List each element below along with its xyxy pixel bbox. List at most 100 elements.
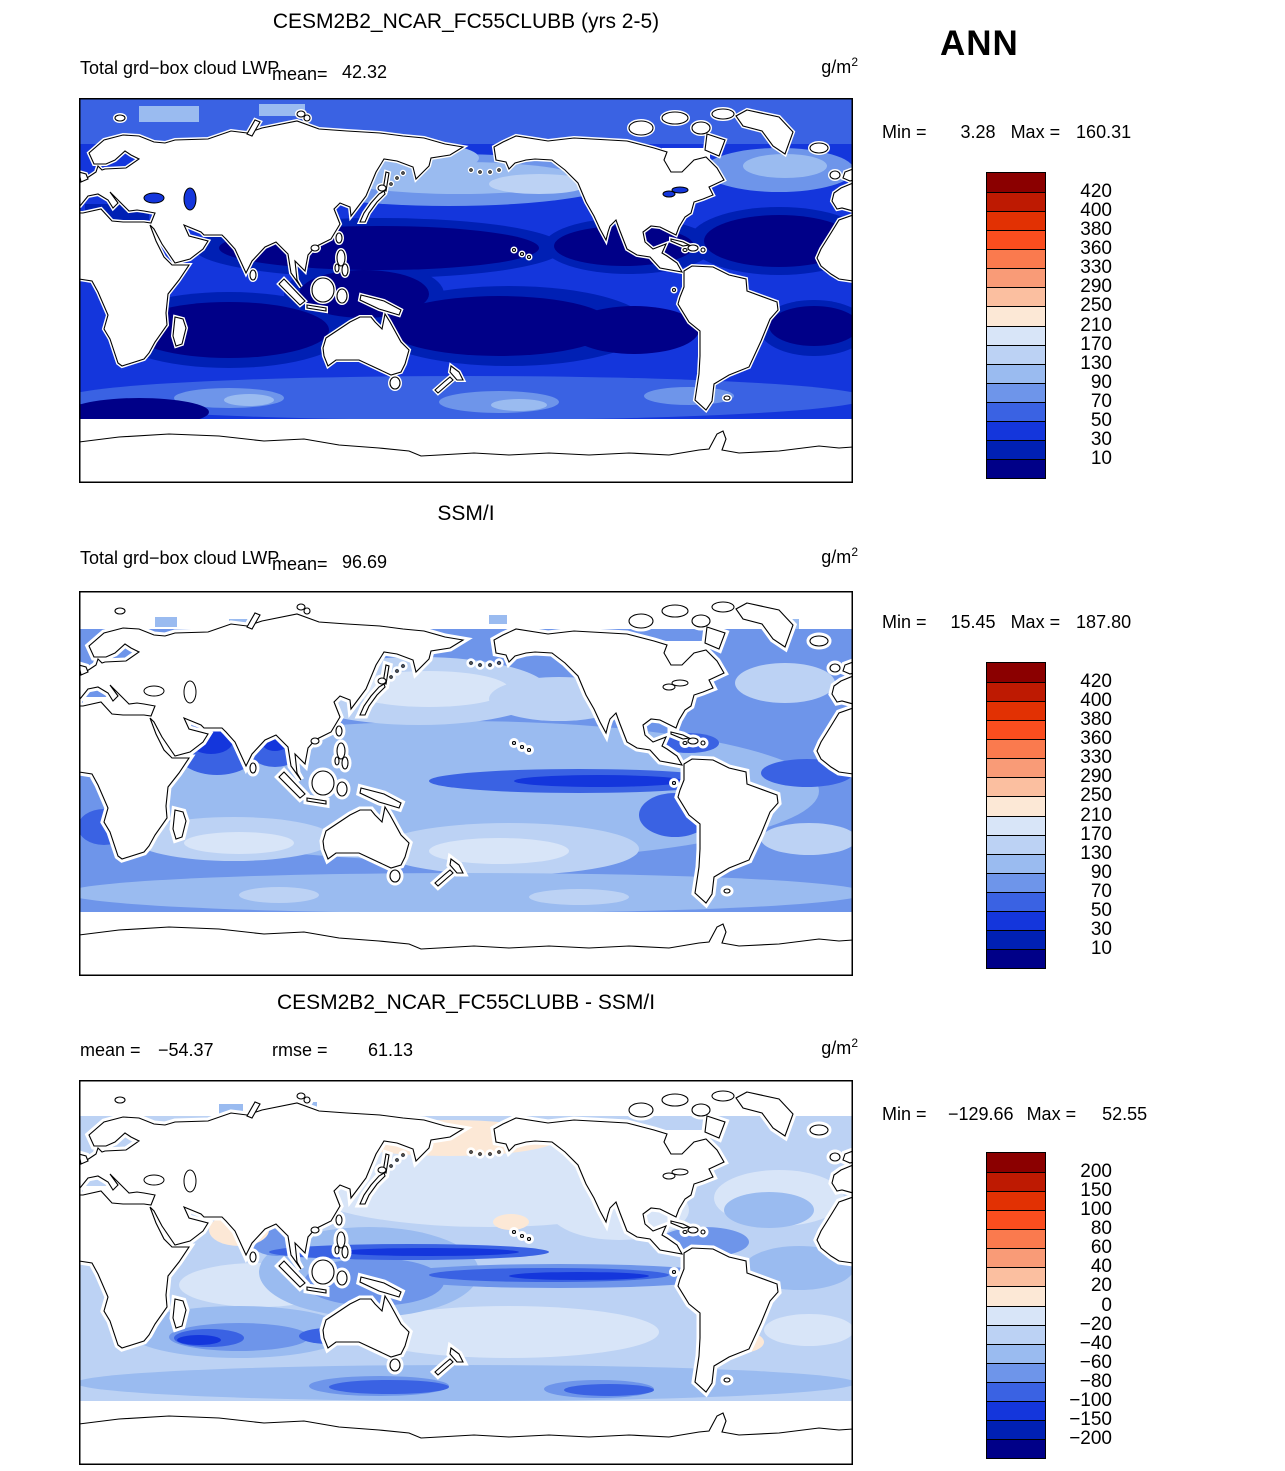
panel2-title: SSM/I bbox=[437, 502, 495, 525]
colorbar-tick-label: 400 bbox=[1080, 200, 1112, 222]
colorbar-cell bbox=[987, 701, 1045, 721]
colorbar-cell bbox=[987, 929, 1045, 949]
min-value: 3.28 bbox=[960, 122, 996, 142]
panel1-mean-label: mean= bbox=[272, 64, 328, 84]
colorbar-cell bbox=[987, 439, 1045, 459]
panel3-colorbar bbox=[986, 1152, 1046, 1459]
panel1-units-base: g/m bbox=[821, 57, 852, 77]
panel3-rmse-label: rmse = bbox=[272, 1040, 328, 1060]
panel2-colorbar bbox=[986, 662, 1046, 969]
min-value: 15.45 bbox=[950, 612, 996, 632]
colorbar-tick-label: 170 bbox=[1080, 823, 1112, 845]
panel1-colorbar bbox=[986, 172, 1046, 479]
colorbar-cell bbox=[987, 287, 1045, 307]
map-obs bbox=[79, 591, 853, 976]
colorbar-tick-label: −60 bbox=[1079, 1351, 1112, 1373]
panel1-minmax: Min = 3.28 Max = 160.31 bbox=[882, 122, 1131, 143]
colorbar-tick-label: −40 bbox=[1079, 1332, 1112, 1354]
map-diff bbox=[79, 1080, 853, 1465]
colorbar-cell bbox=[987, 1419, 1045, 1439]
colorbar-tick-label: −20 bbox=[1079, 1313, 1112, 1335]
colorbar-cell bbox=[987, 720, 1045, 740]
colorbar-cell bbox=[987, 739, 1045, 759]
colorbar-tick-label: 10 bbox=[1090, 447, 1112, 469]
panel2-mean-label: mean= bbox=[272, 554, 328, 574]
colorbar-cell bbox=[987, 853, 1045, 873]
colorbar-cell bbox=[987, 682, 1045, 702]
panel2-colorbar-labels: 420 400 380 360 330 290 250 210 170 130 90 70 50 30 10 bbox=[1050, 663, 1112, 968]
colorbar-cell bbox=[987, 401, 1045, 421]
max-label: Max = bbox=[1026, 1104, 1077, 1124]
colorbar-tick-label: −150 bbox=[1069, 1408, 1112, 1430]
colorbar-tick-label: 20 bbox=[1090, 1275, 1112, 1297]
min-value: −129.66 bbox=[947, 1104, 1014, 1124]
colorbar-cell bbox=[987, 910, 1045, 930]
colorbar-cell bbox=[987, 1305, 1045, 1325]
colorbar-tick-label: 290 bbox=[1080, 766, 1112, 788]
colorbar-tick-label: 130 bbox=[1080, 842, 1112, 864]
panel2-units: g/m2 bbox=[778, 545, 858, 568]
panel3-units-base: g/m bbox=[821, 1038, 852, 1058]
colorbar-cell bbox=[987, 891, 1045, 911]
panel1-units: g/m2 bbox=[778, 55, 858, 78]
colorbar-cell bbox=[987, 211, 1045, 231]
min-label: Min = bbox=[882, 122, 927, 142]
colorbar-tick-label: 90 bbox=[1090, 371, 1112, 393]
max-label: Max = bbox=[1010, 122, 1061, 142]
colorbar-tick-label: −100 bbox=[1069, 1389, 1112, 1411]
colorbar-tick-label: 330 bbox=[1080, 747, 1112, 769]
panel1-title: CESM2B2_NCAR_FC55CLUBB (yrs 2-5) bbox=[272, 10, 660, 33]
colorbar-tick-label: 80 bbox=[1090, 1218, 1112, 1240]
panel3-units-exp: 2 bbox=[851, 1036, 858, 1050]
colorbar-tick-label: 200 bbox=[1080, 1161, 1112, 1183]
colorbar-cell bbox=[987, 249, 1045, 269]
colorbar-cell bbox=[987, 1381, 1045, 1401]
colorbar-cell bbox=[987, 363, 1045, 383]
colorbar-tick-label: 360 bbox=[1080, 728, 1112, 750]
colorbar-tick-label: 30 bbox=[1090, 918, 1112, 940]
colorbar-cell bbox=[987, 173, 1045, 193]
colorbar-cell bbox=[987, 458, 1045, 478]
panel3-rmse-value: 61.13 bbox=[368, 1040, 414, 1060]
season-label: ANN bbox=[940, 24, 1019, 63]
colorbar-cell bbox=[987, 948, 1045, 968]
colorbar-tick-label: 250 bbox=[1080, 295, 1112, 317]
colorbar-cell bbox=[987, 758, 1045, 778]
colorbar-tick-label: 420 bbox=[1080, 181, 1112, 203]
colorbar-cell bbox=[987, 192, 1045, 212]
colorbar-tick-label: 170 bbox=[1080, 333, 1112, 355]
colorbar-cell bbox=[987, 1324, 1045, 1344]
panel2-minmax: Min = 15.45 Max = 187.80 bbox=[882, 612, 1131, 633]
panel2-units-base: g/m bbox=[821, 547, 852, 567]
colorbar-tick-label: 70 bbox=[1090, 880, 1112, 902]
colorbar-tick-label: −80 bbox=[1079, 1370, 1112, 1392]
colorbar-cell bbox=[987, 344, 1045, 364]
colorbar-tick-label: 210 bbox=[1080, 804, 1112, 826]
colorbar-cell bbox=[987, 325, 1045, 345]
colorbar-cell bbox=[987, 382, 1045, 402]
colorbar-tick-label: 330 bbox=[1080, 257, 1112, 279]
max-value: 160.31 bbox=[1076, 122, 1132, 142]
min-label: Min = bbox=[882, 1104, 927, 1124]
colorbar-tick-label: 100 bbox=[1080, 1199, 1112, 1221]
colorbar-tick-label: 40 bbox=[1090, 1256, 1112, 1278]
colorbar-tick-label: 30 bbox=[1090, 428, 1112, 450]
colorbar-tick-label: 70 bbox=[1090, 390, 1112, 412]
panel1-variable-label: Total grd−box cloud LWP bbox=[80, 58, 280, 78]
map-frame bbox=[79, 591, 853, 976]
colorbar-tick-label: 210 bbox=[1080, 314, 1112, 336]
max-value: 187.80 bbox=[1076, 612, 1132, 632]
map-frame bbox=[79, 98, 853, 483]
colorbar-tick-label: 380 bbox=[1080, 709, 1112, 731]
colorbar-cell bbox=[987, 1210, 1045, 1230]
colorbar-tick-label: 290 bbox=[1080, 276, 1112, 298]
colorbar-cell bbox=[987, 663, 1045, 683]
colorbar-cell bbox=[987, 1248, 1045, 1268]
colorbar-tick-label: −200 bbox=[1069, 1427, 1112, 1449]
map-frame bbox=[79, 1080, 853, 1465]
panel3-mean-label: mean = bbox=[80, 1040, 141, 1060]
colorbar-tick-label: 90 bbox=[1090, 861, 1112, 883]
colorbar-tick-label: 10 bbox=[1090, 937, 1112, 959]
max-label: Max = bbox=[1010, 612, 1061, 632]
